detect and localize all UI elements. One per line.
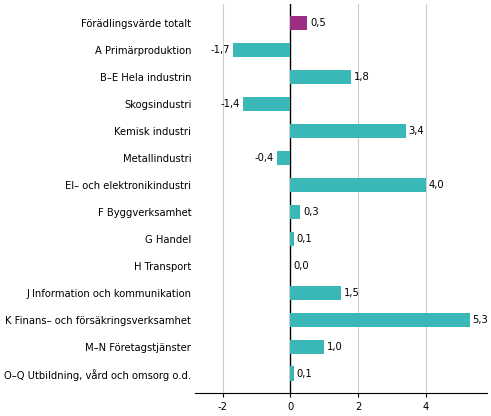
Bar [290,232,294,246]
Text: 3,4: 3,4 [408,126,424,136]
Text: -1,4: -1,4 [221,99,240,109]
Text: 0,1: 0,1 [297,234,312,244]
Bar [290,69,351,84]
Text: 1,0: 1,0 [327,342,343,352]
Text: 4,0: 4,0 [429,180,444,190]
Text: 1,8: 1,8 [354,72,370,82]
Bar [290,124,406,139]
Bar [290,16,307,30]
Text: 0,3: 0,3 [303,207,319,217]
Bar [243,97,290,111]
Bar [233,42,290,57]
Bar [290,205,300,219]
Text: 0,5: 0,5 [310,18,326,28]
Bar [290,366,294,381]
Bar [290,285,341,300]
Text: -0,4: -0,4 [255,153,274,163]
Text: 5,3: 5,3 [473,315,489,325]
Text: 1,5: 1,5 [344,288,360,298]
Bar [290,178,426,193]
Bar [290,312,470,327]
Bar [290,339,324,354]
Text: 0,1: 0,1 [297,369,312,379]
Text: 0,0: 0,0 [293,261,309,271]
Bar [277,151,290,166]
Text: -1,7: -1,7 [211,45,230,55]
